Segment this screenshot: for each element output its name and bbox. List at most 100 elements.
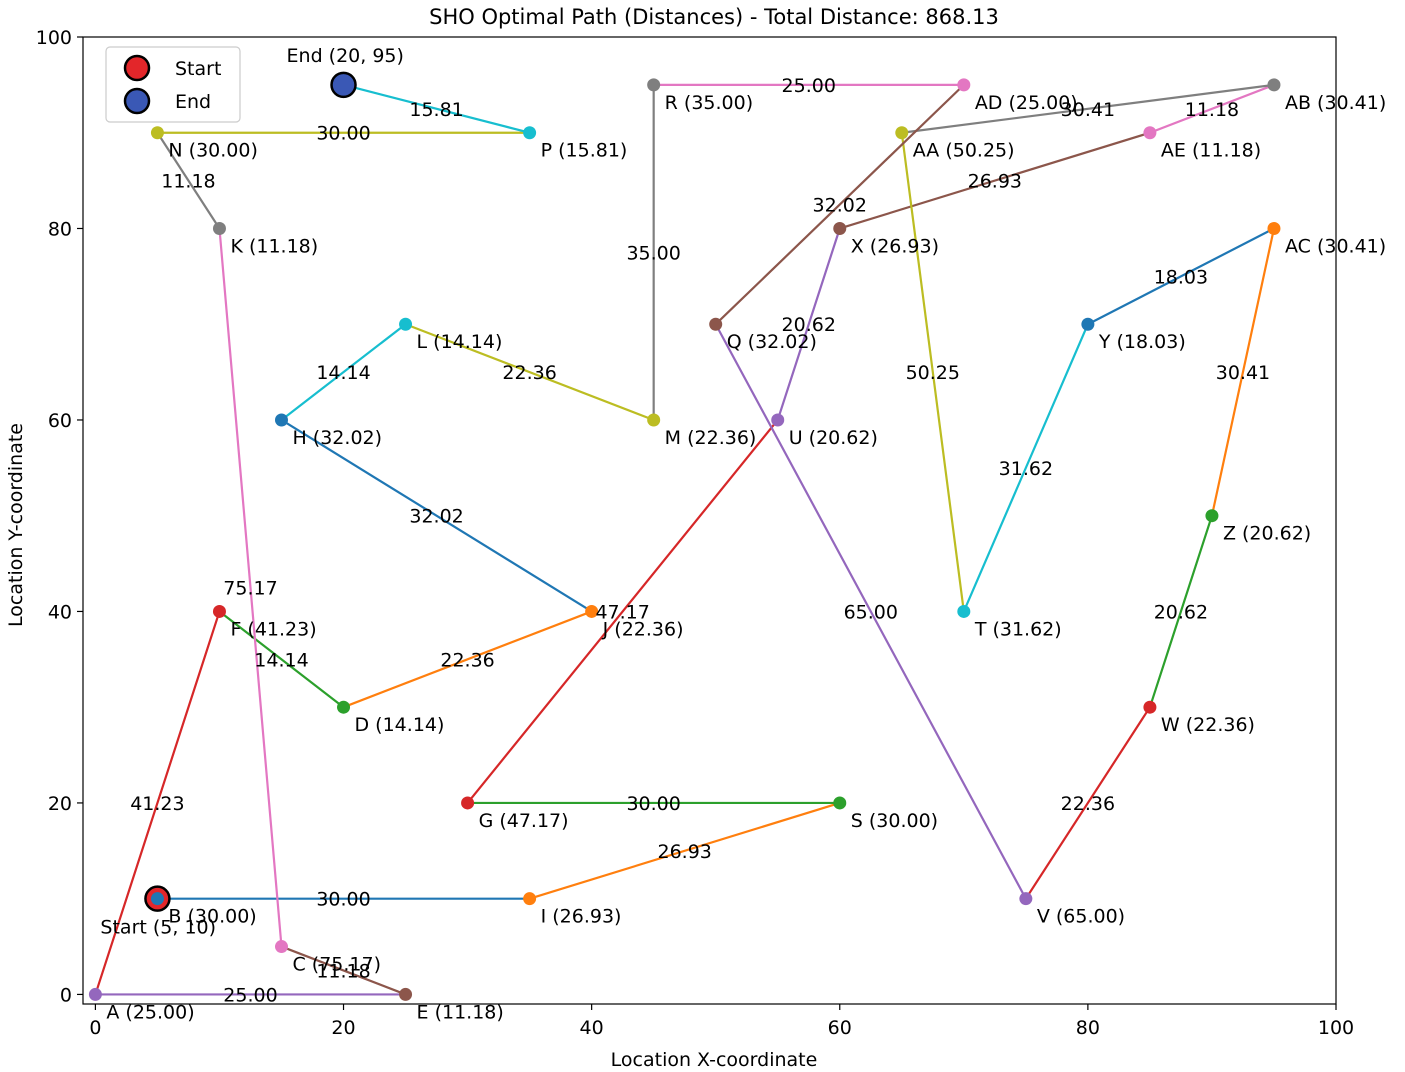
point-label: P (15.81) (541, 140, 628, 162)
legend-label: End (175, 91, 211, 113)
point-marker-a (88, 987, 102, 1001)
point-label: A (25.00) (106, 1001, 194, 1023)
point-label: X (26.93) (851, 235, 939, 257)
segment-distance-label: 14.14 (254, 649, 308, 671)
path-segment (1086, 227, 1276, 326)
point-marker-p (523, 126, 537, 140)
point-marker-l (399, 317, 413, 331)
segment-distance-label: 30.00 (626, 793, 680, 815)
path-segment (776, 227, 841, 422)
chart-title: SHO Optimal Path (Distances) - Total Dis… (429, 5, 999, 29)
path-segment (714, 323, 1027, 900)
segment-distance-label: 11.18 (161, 171, 215, 193)
end-marker (330, 71, 357, 99)
x-axis-label: Location X-coordinate (611, 1049, 818, 1071)
point-label: C (75.17) (292, 954, 381, 976)
y-axis: 0 20 40 60 80 100 (36, 27, 83, 1006)
point-marker-ab (1267, 78, 1281, 92)
y-axis-label: Location Y-coordinate (5, 423, 27, 627)
path-segment (962, 323, 1089, 613)
point-label: Y (18.03) (1098, 331, 1186, 353)
legend-marker (123, 87, 151, 115)
segment-distance-label: 26.93 (968, 171, 1022, 193)
point-label: F (41.23) (230, 618, 316, 640)
segment-distance-label: 18.03 (1154, 266, 1208, 288)
point-marker-r (647, 78, 661, 92)
path-segment (1024, 706, 1152, 900)
point-marker-s (833, 796, 847, 810)
point-label: J (22.36) (602, 618, 684, 640)
segment-distance-label: 14.14 (316, 362, 370, 384)
point-label: W (22.36) (1161, 714, 1255, 736)
segment-distance-label: 50.25 (906, 362, 960, 384)
point-marker-u (771, 413, 785, 427)
path-segment (156, 131, 221, 230)
segment-distance-label: 41.23 (130, 793, 184, 815)
point-marker-g (461, 796, 475, 810)
point-label: AA (50.25) (913, 140, 1015, 162)
segment-distance-label: 30.00 (316, 889, 370, 911)
path-segment (280, 323, 407, 422)
point-label: AD (25.00) (975, 92, 1078, 114)
point-marker-ae (1143, 126, 1157, 140)
point-label: G (47.17) (479, 810, 569, 832)
segment-distance-label: 22.36 (440, 649, 494, 671)
segment-distance-label: 15.81 (409, 99, 463, 121)
path-segment (218, 227, 283, 948)
path-segment (714, 83, 965, 326)
point-marker-k (212, 221, 226, 235)
plot-frame (82, 36, 1337, 1005)
point-label: U (20.62) (789, 427, 878, 449)
start-annotation: Start (5, 10) (100, 917, 216, 939)
segment-distance-label: 25.00 (223, 984, 277, 1006)
segment-distance-label: 47.17 (595, 601, 649, 623)
point-label: I (26.93) (541, 906, 622, 928)
point-marker-x (833, 221, 847, 235)
point-marker-q (709, 317, 723, 331)
segment-distance-label: 30.00 (316, 123, 370, 145)
segment-distance-label: 32.02 (813, 195, 867, 217)
point-label: T (31.62) (974, 618, 1062, 640)
point-marker-t (957, 604, 971, 618)
segment-distance-label: 22.36 (502, 362, 556, 384)
segment-distance-label: 20.62 (782, 314, 836, 336)
segment-distance-label: 65.00 (844, 601, 898, 623)
point-marker-e (399, 987, 413, 1001)
point-label: S (30.00) (851, 810, 938, 832)
x-tick-label: 0 (89, 1017, 101, 1039)
point-marker-v (1019, 892, 1033, 906)
point-marker-w (1143, 700, 1157, 714)
point-marker-f (212, 604, 226, 618)
point-label: D (14.14) (355, 714, 445, 736)
segment-distance-label: 31.62 (999, 458, 1053, 480)
segment-distance-label: 26.93 (657, 841, 711, 863)
segment-distance-label: 30.41 (1216, 362, 1270, 384)
segment-distance-label: 75.17 (223, 578, 277, 600)
path-segment (900, 83, 1276, 134)
point-marker-b (150, 892, 164, 906)
path-segment (94, 610, 221, 996)
point-marker-m (647, 413, 661, 427)
point-label: K (11.18) (230, 235, 318, 257)
path-segment (1148, 514, 1214, 709)
legend-marker (123, 54, 151, 82)
path-segment (838, 131, 1152, 230)
segment-distance-label: 20.62 (1154, 601, 1208, 623)
point-label: R (35.00) (665, 92, 753, 114)
x-tick-label: 100 (1318, 1017, 1354, 1039)
point-marker-aa (895, 126, 909, 140)
point-label: V (65.00) (1037, 906, 1125, 928)
point-label: H (32.02) (292, 427, 382, 449)
path-segment (218, 610, 345, 709)
path-segment (900, 131, 965, 613)
path-segment (280, 418, 593, 613)
path-segment (404, 323, 655, 422)
point-marker-i (523, 892, 537, 906)
y-tick-label: 20 (48, 793, 72, 815)
point-label: L (14.14) (417, 331, 503, 353)
segment-distance-label: 25.00 (782, 75, 836, 97)
segment-distance-label: 22.36 (1061, 793, 1115, 815)
point-marker-ac (1267, 221, 1281, 235)
point-label: Q (32.02) (727, 331, 817, 353)
